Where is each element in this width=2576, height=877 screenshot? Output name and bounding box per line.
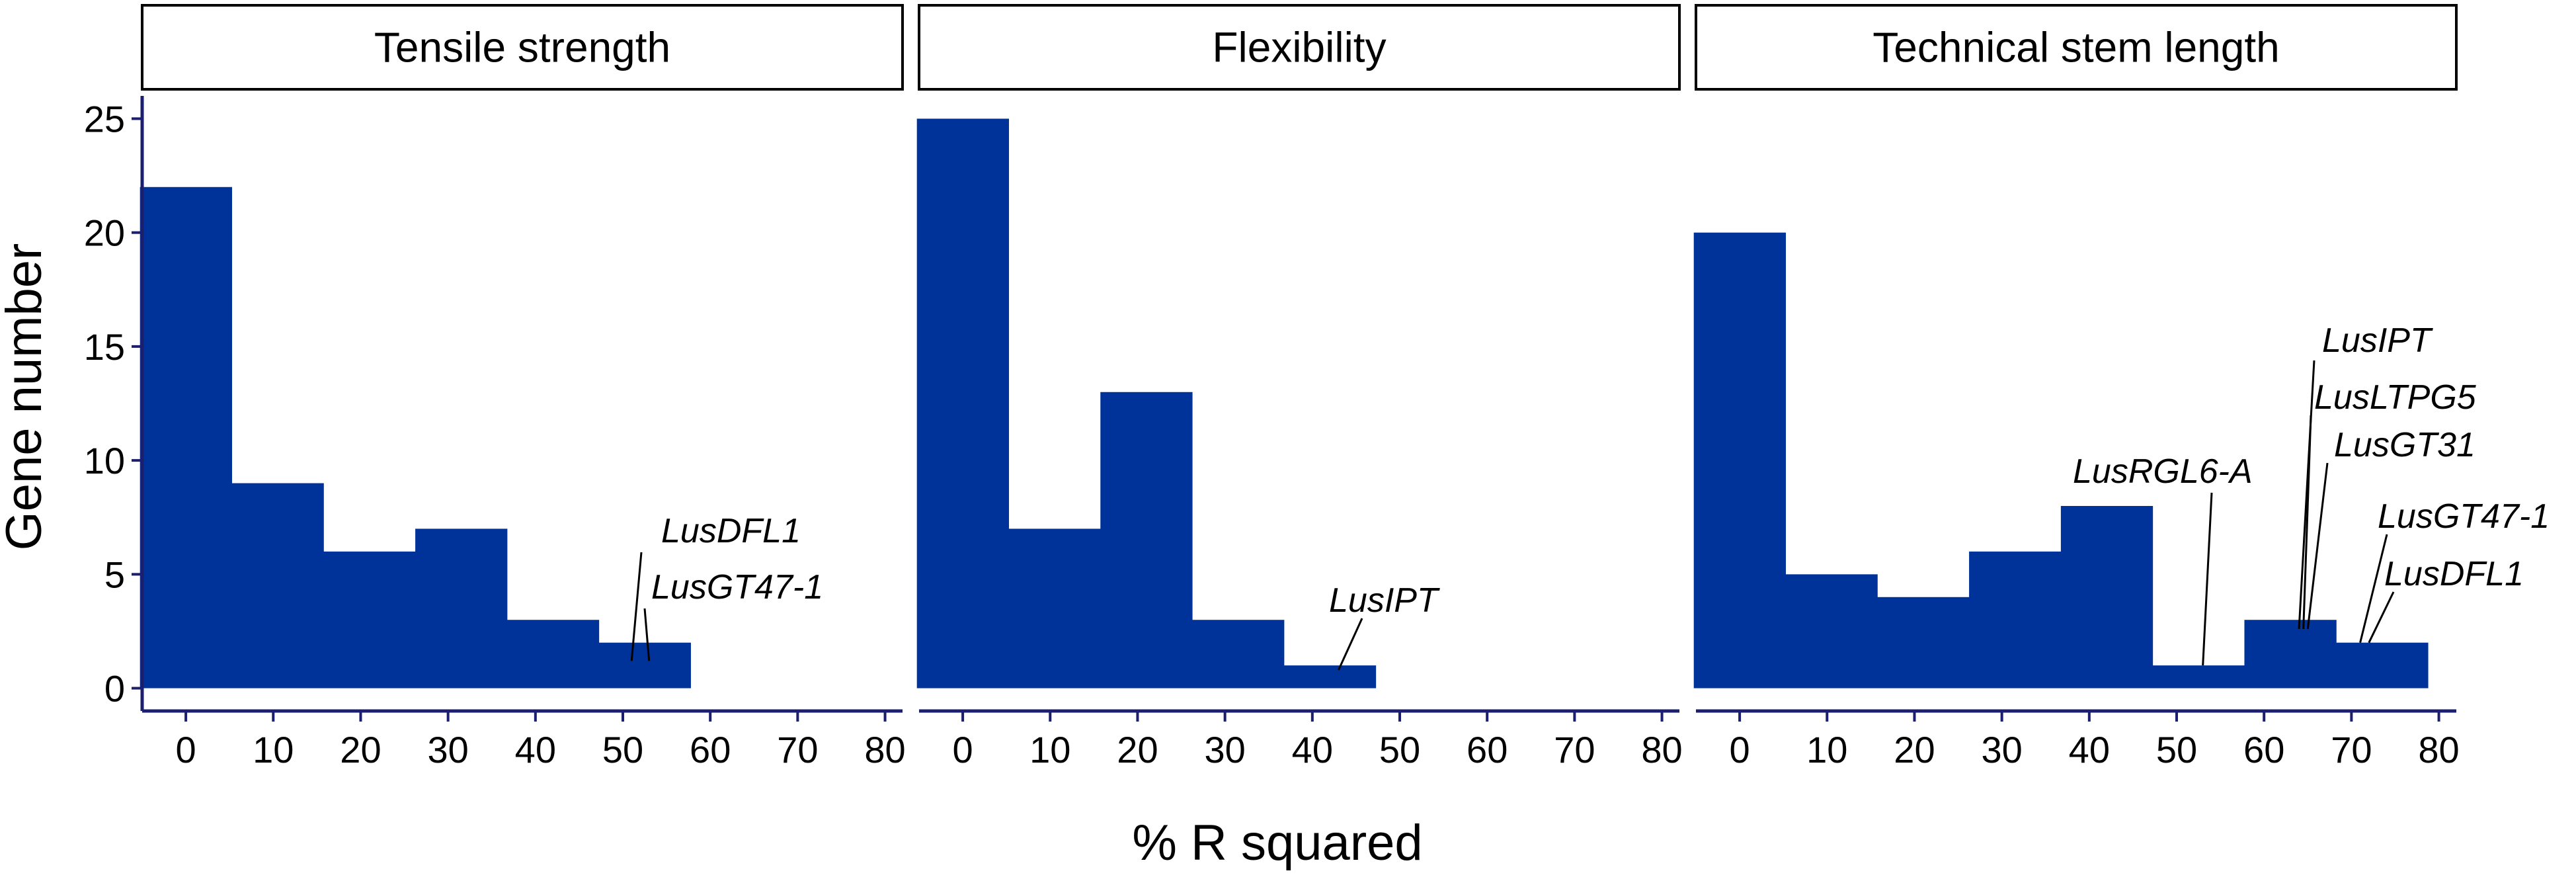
x-tick-label: 40	[1292, 729, 1333, 771]
gene-label-leader	[2302, 415, 2312, 630]
gene-label: LusLTPG5	[2314, 378, 2477, 417]
x-tick-label: 40	[515, 729, 556, 771]
histogram-bar	[2152, 665, 2245, 689]
gene-label: LusRGL6-A	[2073, 452, 2253, 491]
y-tick-label: 0	[104, 668, 125, 710]
x-tick-label: 70	[777, 729, 818, 771]
x-tick-label: 50	[1379, 729, 1420, 771]
gene-label-leader	[2306, 462, 2329, 630]
gene-label: LusGT31	[2334, 426, 2475, 464]
histogram-bar	[1283, 665, 1377, 689]
gene-label: LusGT47-1	[651, 568, 823, 606]
strips-layer: Tensile strength Flexibility Technical ste…	[141, 4, 2458, 91]
x-tick-label: 60	[690, 729, 731, 771]
x-tick-label: 80	[2418, 729, 2459, 771]
x-tick-label: 10	[1029, 729, 1070, 771]
panel-strip	[141, 4, 904, 91]
histogram-bar	[1192, 620, 1285, 689]
x-tick-label: 0	[1730, 729, 1750, 771]
histogram-bar	[231, 483, 324, 689]
panel-strip	[1695, 4, 2458, 91]
panel-title: Tensile strength	[374, 24, 670, 71]
x-tick-label: 10	[1806, 729, 1847, 771]
histogram-bar	[415, 528, 508, 689]
x-tick-label: 20	[1117, 729, 1158, 771]
gene-label-leader	[2359, 534, 2388, 644]
gene-label-leader	[2298, 360, 2315, 630]
gene-label: LusIPT	[2322, 321, 2433, 360]
x-tick-label: 0	[176, 729, 196, 771]
x-axis-title: % R squared	[1132, 815, 1422, 871]
histogram-bar	[916, 118, 1009, 689]
x-tick-label: 30	[1981, 729, 2022, 771]
x-tick-label: 0	[953, 729, 973, 771]
y-tick-label: 20	[84, 212, 125, 254]
bars-layer	[140, 118, 2429, 689]
histogram-bar	[2244, 620, 2337, 689]
histogram-bar	[323, 551, 416, 689]
gene-label-leader	[630, 552, 643, 661]
histogram-bar	[1969, 551, 2062, 689]
panel-title: Flexibility	[1212, 24, 1386, 71]
x-tick-label: 60	[2243, 729, 2284, 771]
gene-label-leader	[2202, 492, 2213, 666]
histogram-bar	[598, 642, 691, 689]
histogram-bar	[1785, 574, 1878, 689]
y-tick-label: 5	[104, 554, 125, 595]
axes-layer: 0 5 10 15 20 25 0 10 20 30 40 50 60 70 80 0 10 20 30 40 50 60…	[84, 96, 2460, 771]
x-tick-label: 70	[1554, 729, 1595, 771]
x-tick-label: 80	[1641, 729, 1682, 771]
y-tick-label: 25	[84, 98, 125, 140]
x-tick-label: 70	[2331, 729, 2372, 771]
histogram-bar	[2060, 506, 2153, 689]
x-tick-label: 40	[2069, 729, 2110, 771]
gene-label-leader	[2368, 591, 2395, 644]
gene-label-leader	[1338, 618, 1363, 671]
gene-labels-layer: LusDFL1 LusGT47-1 LusIPT LusRGL6-A LusIPT Lus…	[630, 321, 2550, 671]
histogram-bar	[1100, 392, 1193, 689]
x-tick-label: 60	[1467, 729, 1508, 771]
gene-label: LusGT47-1	[2378, 497, 2550, 536]
x-tick-label: 50	[602, 729, 643, 771]
histogram-bar	[1693, 232, 1786, 689]
x-tick-label: 30	[427, 729, 468, 771]
gene-label: LusIPT	[1329, 581, 1440, 620]
x-tick-label: 50	[2156, 729, 2197, 771]
gene-label: LusDFL1	[661, 512, 801, 550]
x-tick-label: 10	[253, 729, 294, 771]
histogram-bar	[506, 620, 600, 689]
histogram-bar	[1008, 528, 1101, 689]
gene-label-leader	[643, 608, 651, 661]
histogram-bar	[2336, 642, 2429, 689]
panel-title: Technical stem length	[1872, 24, 2279, 71]
x-tick-label: 20	[1894, 729, 1935, 771]
histogram-bar	[140, 187, 232, 689]
y-axis-title: Gene number	[0, 243, 52, 551]
x-tick-label: 80	[864, 729, 905, 771]
histogram-bar	[1877, 597, 1970, 689]
gene-label: LusDFL1	[2384, 555, 2524, 593]
x-tick-label: 30	[1204, 729, 1245, 771]
x-tick-label: 20	[340, 729, 381, 771]
y-tick-label: 15	[84, 326, 125, 368]
panel-strip	[918, 4, 1681, 91]
y-tick-label: 10	[84, 440, 125, 481]
